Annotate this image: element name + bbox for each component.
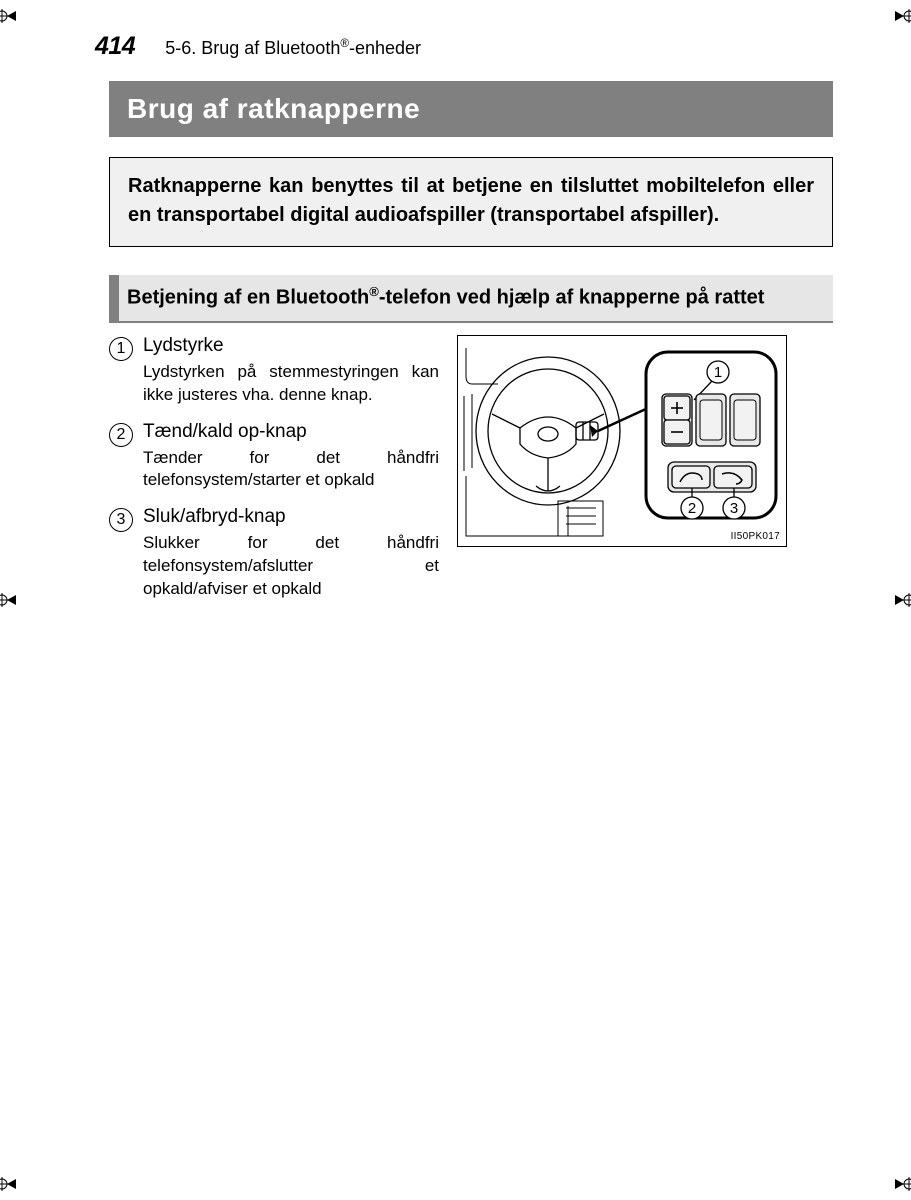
steering-wheel-figure: 1 (457, 335, 787, 547)
item-body: Sluk/afbryd-knap Slukker for det håndfri… (143, 506, 439, 609)
circled-number-icon: 1 (109, 337, 133, 361)
list-item: 3 Sluk/afbryd-knap Slukker for det håndf… (109, 506, 439, 609)
list-item: 2 Tænd/kald op-knap Tænder for det håndf… (109, 421, 439, 501)
accent-bar (109, 275, 119, 321)
registered-symbol: ® (340, 37, 349, 50)
list-item: 1 Lydstyrke Lydstyrken på stemmestyringe… (109, 335, 439, 415)
item-body: Tænd/kald op-knap Tænder for det håndfri… (143, 421, 439, 501)
text-column: 1 Lydstyrke Lydstyrken på stemmestyringe… (109, 335, 439, 616)
intro-box: Ratknapperne kan benyttes til at betjene… (109, 157, 833, 247)
callout-2: 2 (688, 500, 696, 517)
item-body: Lydstyrke Lydstyrken på stemmestyringen … (143, 335, 439, 415)
chapter-reference: 5-6. Brug af Bluetooth®-enheder (165, 37, 421, 59)
callout-3: 3 (730, 500, 738, 517)
subsection-prefix: Betjening af en Bluetooth (127, 287, 369, 309)
callout-1: 1 (714, 364, 722, 381)
figure-code: II50PK017 (731, 531, 780, 542)
page-number: 414 (95, 32, 135, 61)
crop-mark-icon (0, 1174, 16, 1194)
circled-number-icon: 3 (109, 508, 133, 532)
crop-mark-icon (895, 1174, 911, 1194)
subsection-bar: Betjening af en Bluetooth®-telefon ved h… (109, 275, 833, 323)
page-header: 414 5-6. Brug af Bluetooth®-enheder (95, 32, 833, 61)
item-description: Slukker for det håndfri telefonsystem/af… (143, 532, 439, 601)
item-title: Tænd/kald op-knap (143, 421, 439, 443)
figure-column: 1 (457, 335, 833, 616)
circled-number-icon: 2 (109, 423, 133, 447)
subsection-suffix: -telefon ved hjælp af knapperne på ratte… (379, 287, 765, 309)
subsection-label: Betjening af en Bluetooth®-telefon ved h… (119, 275, 833, 321)
item-description: Lydstyrken på stemmestyringen kan ikke j… (143, 361, 439, 407)
chapter-suffix: -enheder (349, 38, 421, 58)
body-row: 1 Lydstyrke Lydstyrken på stemmestyringe… (109, 335, 833, 616)
registered-symbol: ® (369, 284, 379, 299)
item-title: Lydstyrke (143, 335, 439, 357)
chapter-prefix: 5-6. Brug af Bluetooth (165, 38, 340, 58)
item-title: Sluk/afbryd-knap (143, 506, 439, 528)
section-title: Brug af ratknapperne (109, 81, 833, 137)
page-content: 414 5-6. Brug af Bluetooth®-enheder Brug… (0, 0, 911, 615)
item-description: Tænder for det håndfri telefonsystem/sta… (143, 447, 439, 493)
